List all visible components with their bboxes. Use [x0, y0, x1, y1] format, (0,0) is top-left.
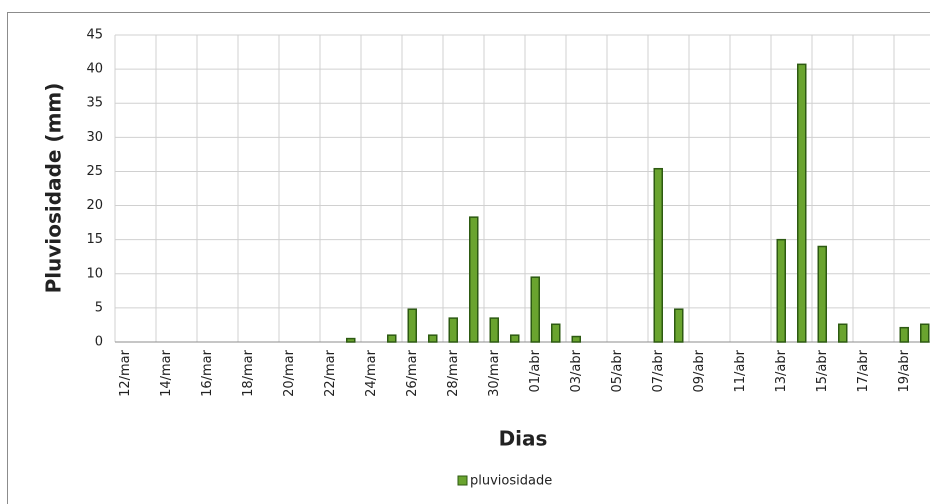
y-tick-label: 35 — [86, 96, 103, 111]
x-tick-label: 18/mar — [241, 349, 256, 397]
x-tick-label: 13/abr — [774, 349, 789, 392]
x-axis-title: Dias — [499, 427, 548, 451]
x-tick-label: 20/mar — [282, 349, 297, 397]
x-tick-label: 09/abr — [692, 349, 707, 392]
x-tick-label: 05/abr — [610, 349, 625, 392]
bar — [551, 323, 561, 343]
bar — [346, 337, 356, 343]
legend-label: pluviosidade — [470, 474, 552, 489]
bar — [469, 216, 479, 343]
bar — [407, 308, 417, 343]
bar — [530, 276, 540, 343]
x-tick-label: 12/mar — [118, 349, 133, 397]
bar — [920, 323, 930, 343]
y-tick-label: 30 — [86, 130, 103, 145]
x-tick-label: 16/mar — [200, 349, 215, 397]
y-tick-label: 5 — [95, 300, 103, 315]
x-tick-label: 24/mar — [364, 349, 379, 397]
bar — [674, 308, 684, 343]
x-tick-label: 14/mar — [159, 349, 174, 397]
chart-frame — [7, 12, 930, 504]
x-tick-label: 07/abr — [651, 349, 666, 392]
bar — [428, 334, 438, 343]
x-tick-label: 26/mar — [405, 349, 420, 397]
legend-swatch — [457, 475, 468, 486]
bar — [817, 245, 827, 343]
bar — [838, 323, 848, 343]
x-tick-label: 03/abr — [569, 349, 584, 392]
x-tick-label: 30/mar — [487, 349, 502, 397]
y-tick-label: 25 — [86, 164, 103, 179]
x-tick-label: 15/abr — [815, 349, 830, 392]
x-tick-label: 17/abr — [856, 349, 871, 392]
bar — [571, 335, 581, 343]
x-tick-label: 01/abr — [528, 349, 543, 392]
bar — [776, 238, 786, 343]
bar — [448, 317, 458, 343]
bar — [387, 334, 397, 343]
bar — [797, 63, 807, 343]
bar — [510, 334, 520, 343]
bar — [653, 167, 663, 343]
y-tick-label: 20 — [86, 198, 103, 213]
bar — [899, 326, 909, 343]
y-tick-label: 45 — [86, 28, 103, 43]
x-tick-label: 11/abr — [733, 349, 748, 392]
y-tick-label: 40 — [86, 62, 103, 77]
x-tick-label: 22/mar — [323, 349, 338, 397]
x-tick-label: 28/mar — [446, 349, 461, 397]
bar — [489, 317, 499, 343]
y-tick-label: 10 — [86, 266, 103, 281]
x-tick-label: 19/abr — [897, 349, 912, 392]
y-axis-title: Pluviosidade (mm) — [42, 83, 66, 294]
y-tick-label: 0 — [95, 335, 103, 350]
y-tick-label: 15 — [86, 232, 103, 247]
